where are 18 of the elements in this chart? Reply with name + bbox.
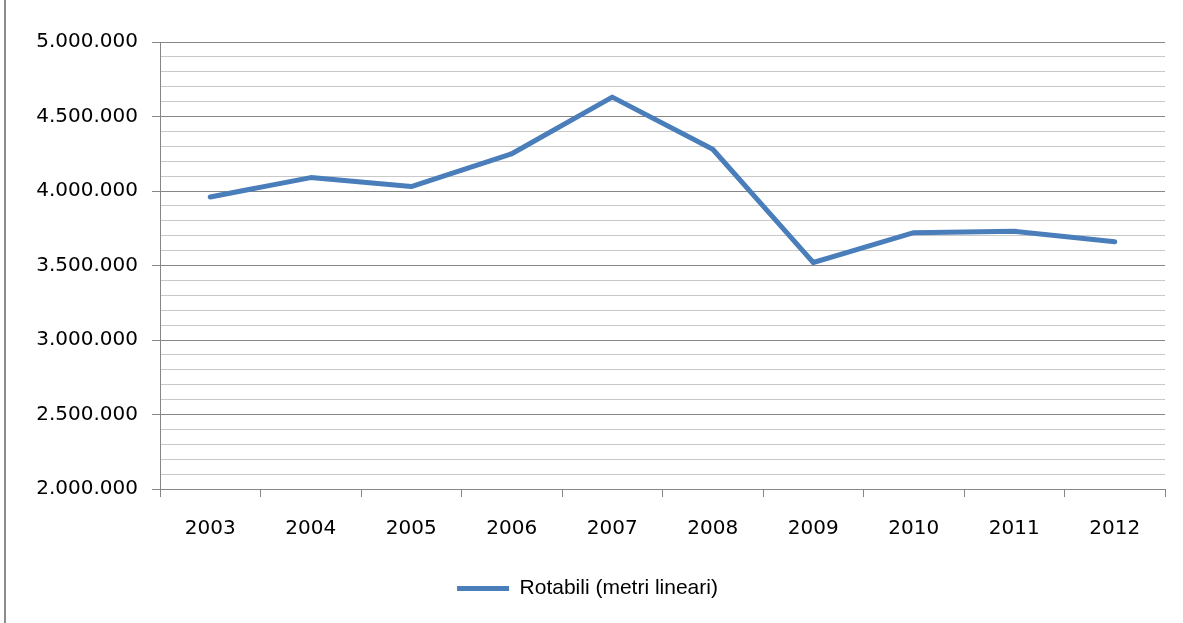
y-tick-label: 2.500.000 [36, 400, 138, 425]
x-tick-label: 2006 [486, 515, 538, 540]
y-tick-label: 2.000.000 [36, 475, 138, 500]
y-tick-label: 5.000.000 [36, 28, 138, 53]
y-tick-label: 3.000.000 [36, 326, 138, 351]
legend-label: Rotabili (metri lineari) [519, 575, 718, 599]
x-tick-label: 2009 [787, 515, 839, 540]
x-tick-label: 2007 [586, 515, 638, 540]
x-tick-label: 2011 [988, 515, 1040, 540]
x-tick-label: 2012 [1089, 515, 1141, 540]
y-tick-label: 3.500.000 [36, 251, 138, 276]
x-tick-label: 2004 [285, 515, 337, 540]
y-tick-label: 4.000.000 [36, 177, 138, 202]
x-tick-label: 2010 [888, 515, 940, 540]
x-tick-label: 2005 [385, 515, 437, 540]
x-tick-label: 2003 [184, 515, 236, 540]
y-tick-label: 4.500.000 [36, 102, 138, 127]
x-tick-label: 2008 [687, 515, 739, 540]
